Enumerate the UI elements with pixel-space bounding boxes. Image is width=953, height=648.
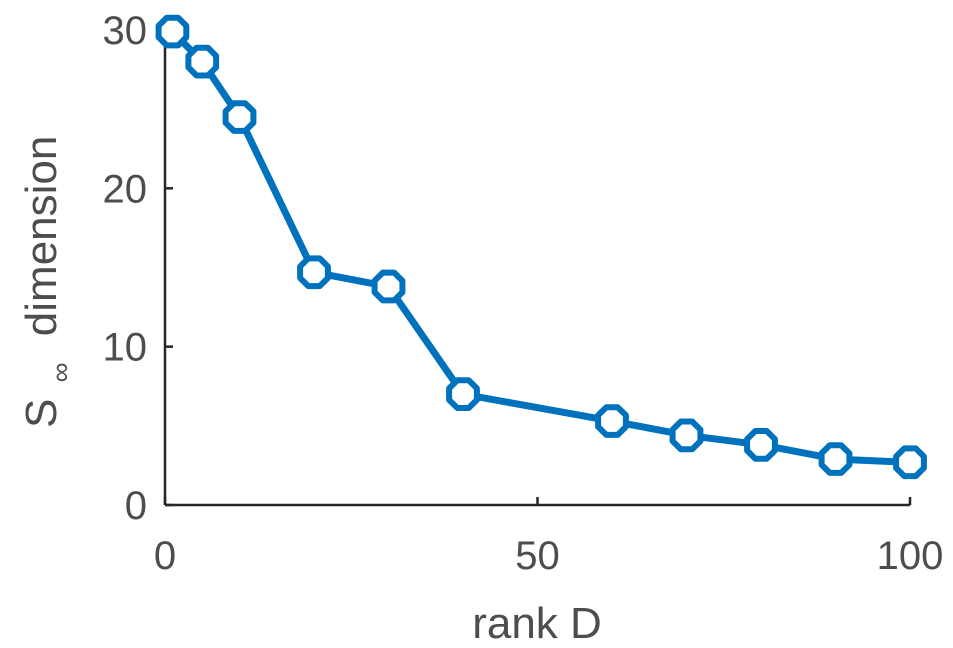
data-point-marker	[818, 442, 853, 476]
y-axis-label-subscript: ∞	[45, 362, 76, 382]
data-point-marker	[893, 445, 927, 480]
data-point-marker	[371, 269, 406, 304]
data-point-marker	[446, 377, 480, 411]
y-axis-label-symbol: S	[17, 399, 66, 428]
y-tick-label: 0	[125, 484, 147, 528]
data-point-marker	[155, 14, 190, 49]
y-tick-label: 30	[103, 9, 148, 53]
y-ticks: 0 10 20 30	[103, 9, 173, 528]
x-tick-label: 100	[877, 534, 944, 578]
data-point-marker	[669, 418, 704, 453]
y-axis-label: S ∞ dimension	[17, 136, 80, 428]
x-ticks: 0 50 100	[154, 497, 944, 578]
x-tick-label: 0	[154, 534, 176, 578]
svg-text:S ∞ dimension: S ∞ dimension	[17, 136, 80, 428]
x-axis-label: rank D	[472, 599, 602, 648]
axes	[163, 30, 910, 507]
data-point-marker	[297, 255, 331, 290]
y-tick-label: 20	[103, 167, 148, 211]
series-line	[168, 28, 914, 466]
data-point-marker	[185, 44, 220, 79]
y-tick-label: 10	[103, 326, 148, 370]
data-point-marker	[744, 428, 778, 462]
data-point-marker	[595, 404, 629, 438]
x-tick-label: 50	[515, 534, 560, 578]
series-group	[155, 14, 927, 480]
data-point-marker	[222, 100, 257, 134]
y-axis-label-text: dimension	[17, 136, 66, 337]
